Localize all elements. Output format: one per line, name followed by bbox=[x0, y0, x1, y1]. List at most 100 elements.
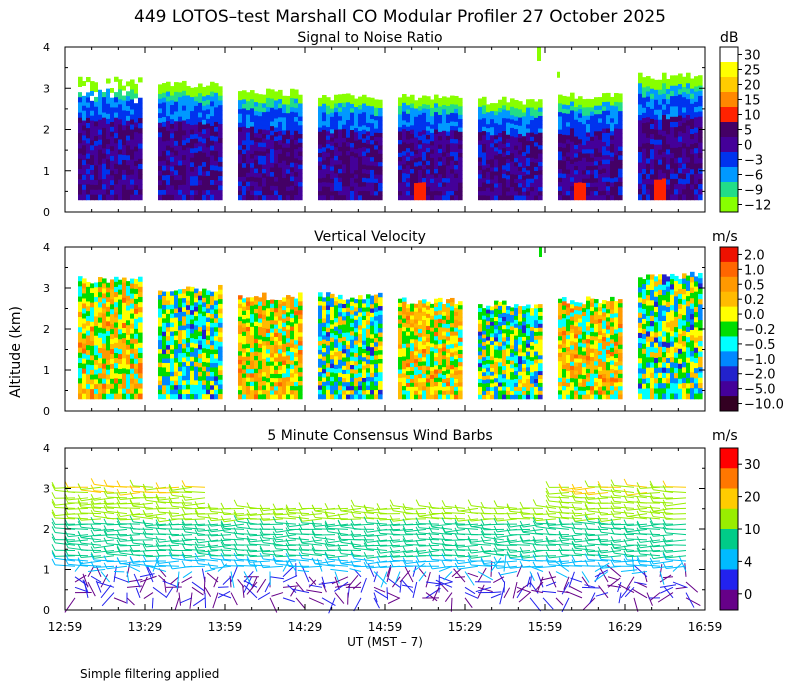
vv-cell bbox=[358, 381, 363, 387]
vv-cell bbox=[290, 377, 295, 383]
snr-cell bbox=[294, 135, 299, 141]
vv-cell bbox=[374, 350, 379, 356]
snr-cell bbox=[494, 155, 499, 161]
snr-cell bbox=[78, 76, 83, 83]
vv-cell bbox=[210, 300, 215, 306]
vv-cell bbox=[102, 368, 107, 375]
snr-cell bbox=[438, 114, 443, 120]
snr-cell bbox=[646, 158, 651, 165]
snr-cell bbox=[482, 126, 487, 132]
snr-cell bbox=[430, 99, 435, 105]
snr-cell bbox=[110, 180, 115, 186]
snr-cell bbox=[374, 182, 379, 188]
snr-cell bbox=[82, 179, 87, 186]
snr-cell bbox=[126, 135, 131, 142]
vv-cell bbox=[178, 334, 183, 340]
snr-cell bbox=[530, 170, 535, 176]
vv-cell bbox=[134, 308, 139, 315]
snr-cell bbox=[410, 186, 415, 192]
vv-cell bbox=[318, 305, 323, 311]
vv-cell bbox=[438, 369, 443, 375]
vv-cell bbox=[426, 346, 431, 351]
vv-cell bbox=[126, 379, 131, 385]
snr-cell bbox=[694, 122, 699, 129]
snr-cell bbox=[498, 124, 503, 130]
snr-cell bbox=[670, 142, 675, 149]
vv-cell bbox=[438, 323, 443, 328]
snr-cell bbox=[134, 88, 139, 95]
snr-cell bbox=[378, 174, 383, 180]
vv-cell bbox=[198, 340, 203, 346]
snr-cell bbox=[574, 195, 579, 201]
snr-cell bbox=[174, 165, 179, 171]
vv-cell bbox=[250, 347, 255, 353]
snr-cell bbox=[494, 139, 499, 144]
snr-cell bbox=[494, 159, 499, 165]
snr-cell bbox=[670, 90, 675, 97]
vv-cell bbox=[198, 385, 203, 391]
snr-cell bbox=[454, 121, 459, 127]
snr-cell bbox=[270, 144, 275, 150]
vv-cell bbox=[326, 380, 331, 386]
snr-cell bbox=[178, 194, 183, 201]
snr-cell bbox=[122, 135, 127, 141]
snr-cell bbox=[694, 194, 699, 201]
snr-cell bbox=[326, 118, 331, 124]
snr-cell bbox=[186, 138, 191, 144]
vv-cell bbox=[102, 313, 107, 320]
snr-cell bbox=[262, 160, 267, 166]
snr-cell bbox=[258, 173, 263, 179]
snr-cell bbox=[366, 131, 371, 137]
vv-cell bbox=[402, 331, 407, 337]
snr-cell bbox=[198, 175, 203, 181]
snr-cell bbox=[406, 113, 411, 119]
vv-cell bbox=[330, 363, 335, 369]
snr-cell bbox=[86, 174, 91, 180]
vv-cell bbox=[214, 354, 219, 360]
snr-cell bbox=[406, 130, 411, 136]
snr-cell bbox=[658, 119, 663, 126]
snr-cell bbox=[458, 152, 463, 158]
snr-cell bbox=[478, 111, 483, 116]
snr-cell bbox=[558, 186, 563, 192]
snr-cell bbox=[274, 181, 279, 187]
snr-cell bbox=[498, 178, 503, 184]
snr-cell bbox=[242, 144, 247, 151]
snr-cell bbox=[86, 112, 91, 119]
snr-cell bbox=[518, 138, 523, 143]
snr-cell bbox=[658, 144, 663, 151]
snr-cell bbox=[250, 126, 255, 132]
vv-cell bbox=[346, 299, 351, 305]
vv-cell bbox=[186, 323, 191, 330]
snr-cell bbox=[238, 149, 243, 156]
vv-cell bbox=[278, 324, 283, 330]
snr-cell bbox=[254, 106, 259, 112]
snr-cell bbox=[350, 164, 355, 170]
snr-cell bbox=[598, 131, 603, 137]
snr-cell bbox=[90, 105, 95, 112]
snr-cell bbox=[202, 194, 207, 201]
snr-cell bbox=[426, 139, 431, 145]
vv-cell bbox=[430, 363, 435, 368]
snr-cell bbox=[614, 115, 619, 121]
snr-cell bbox=[370, 186, 375, 192]
vv-cell bbox=[266, 365, 271, 371]
snr-cell bbox=[602, 186, 607, 192]
vv-cell bbox=[90, 341, 95, 347]
snr-cell bbox=[426, 109, 431, 115]
snr-cell bbox=[446, 191, 451, 196]
snr-cell bbox=[530, 174, 535, 180]
snr-cell bbox=[138, 184, 143, 191]
snr-cell bbox=[238, 172, 243, 178]
snr-cell bbox=[182, 140, 187, 146]
snr-cell bbox=[358, 105, 363, 111]
snr-cell bbox=[442, 148, 447, 153]
vv-cell bbox=[238, 312, 243, 318]
vv-cell bbox=[414, 303, 419, 309]
vv-cell bbox=[174, 317, 179, 323]
snr-cell bbox=[250, 153, 255, 160]
snr-cell bbox=[334, 164, 339, 170]
snr-cell bbox=[450, 151, 455, 157]
snr-cell bbox=[318, 161, 323, 167]
vv-cell bbox=[254, 377, 259, 383]
